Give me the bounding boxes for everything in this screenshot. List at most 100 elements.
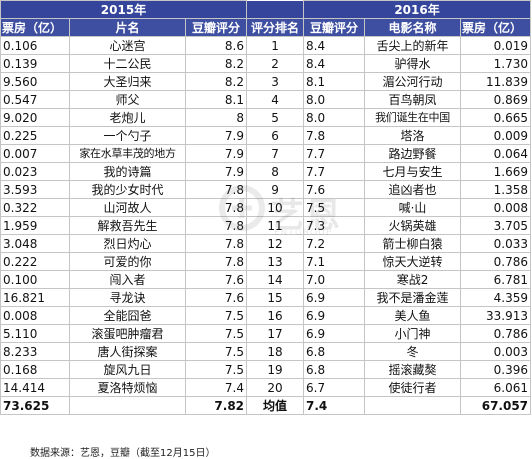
box-office-2016-cell: 1.358	[460, 180, 532, 199]
rank-cell: 3	[246, 72, 305, 91]
rank-cell: 12	[246, 234, 305, 253]
table-row: 3.593 我的少女时代 7.8 9 7.6 追凶者也 1.358	[0, 180, 532, 199]
title-2015-cell: 大圣归来	[69, 72, 186, 91]
rank-cell: 19	[246, 360, 305, 379]
title-2016-cell: 我不是潘金莲	[364, 288, 462, 307]
column-header-row: 票房（亿） 片名 豆瓣评分 评分排名 豆瓣评分 电影名称 票房（亿）	[0, 18, 532, 37]
score-2015-cell: 7.9	[184, 126, 248, 145]
score-2016-cell: 7.8	[303, 126, 366, 145]
score-2016-cell: 7.7	[303, 144, 366, 163]
title-2015-cell: 一个勺子	[69, 126, 186, 145]
title-2016-cell: 火锅英雄	[364, 216, 462, 235]
rank-cell: 16	[246, 306, 305, 325]
year-2015-header: 2015年	[0, 0, 248, 19]
table-row: 0.106 心迷宫 8.6 1 8.4 舌尖上的新年 0.019	[0, 36, 532, 55]
title-2016-cell: 驴得水	[364, 54, 462, 73]
title-2015-cell: 旋风九日	[69, 360, 186, 379]
score-2016-cell: 7.1	[303, 252, 366, 271]
col-header-score-2015: 豆瓣评分	[184, 18, 248, 37]
title-2015-cell: 闯入者	[69, 270, 186, 289]
table-row: 0.225 一个勺子 7.9 6 7.8 塔洛 0.009	[0, 126, 532, 145]
totals-row: 73.625 7.82 均值 7.4 67.057	[0, 396, 532, 415]
total-box-office-2016: 67.057	[460, 396, 532, 415]
col-header-box-office-2015: 票房（亿）	[0, 18, 70, 37]
rank-cell: 11	[246, 216, 305, 235]
table-row: 0.547 师父 8.1 4 8.0 百鸟朝凤 0.869	[0, 90, 532, 109]
title-2015-cell: 山河故人	[69, 198, 186, 217]
score-2015-cell: 7.5	[184, 324, 248, 343]
box-office-2015-cell: 0.100	[0, 270, 70, 289]
rank-cell: 4	[246, 90, 305, 109]
title-2015-cell: 可爱的你	[69, 252, 186, 271]
title-2016-cell: 惊天大逆转	[364, 252, 462, 271]
score-2015-cell: 7.5	[184, 342, 248, 361]
title-2016-cell: 冬	[364, 342, 462, 361]
title-2016-cell: 摇滚藏獒	[364, 360, 462, 379]
score-2016-cell: 6.8	[303, 360, 366, 379]
box-office-2016-cell: 11.839	[460, 72, 532, 91]
box-office-2016-cell: 6.781	[460, 270, 532, 289]
col-header-title-2015: 片名	[69, 18, 186, 37]
box-office-2015-cell: 3.593	[0, 180, 70, 199]
rank-cell: 14	[246, 270, 305, 289]
total-box-office-2015: 73.625	[0, 396, 70, 415]
table-row: 0.322 山河故人 7.8 10 7.5 喊·山 0.008	[0, 198, 532, 217]
score-2015-cell: 7.8	[184, 252, 248, 271]
score-2016-cell: 7.0	[303, 270, 366, 289]
rank-cell: 17	[246, 324, 305, 343]
title-2015-cell: 滚蛋吧肿瘤君	[69, 324, 186, 343]
title-2015-cell: 夏洛特烦恼	[69, 378, 186, 397]
table-row: 0.007 家在水草丰茂的地方 7.9 7 7.7 路边野餐 0.064	[0, 144, 532, 163]
average-score-2016: 7.4	[303, 396, 366, 415]
title-2015-cell: 心迷宫	[69, 36, 186, 55]
table-row: 8.233 唐人街探案 7.5 18 6.8 冬 0.003	[0, 342, 532, 361]
title-2016-cell: 使徒行者	[364, 378, 462, 397]
box-office-2015-cell: 0.547	[0, 90, 70, 109]
score-2015-cell: 7.6	[184, 288, 248, 307]
box-office-2015-cell: 0.008	[0, 306, 70, 325]
score-2016-cell: 7.6	[303, 180, 366, 199]
title-2016-cell: 喊·山	[364, 198, 462, 217]
score-2015-cell: 8.6	[184, 36, 248, 55]
average-label: 均值	[246, 396, 305, 415]
title-2015-cell: 全能囧爸	[69, 306, 186, 325]
rank-cell: 8	[246, 162, 305, 181]
comparison-table: 2015年 2016年 票房（亿） 片名 豆瓣评分 评分排名 豆瓣评分 电影名称…	[0, 0, 532, 415]
box-office-2015-cell: 0.222	[0, 252, 70, 271]
score-2016-cell: 6.9	[303, 288, 366, 307]
rank-cell: 9	[246, 180, 305, 199]
box-office-2016-cell: 0.008	[460, 198, 532, 217]
box-office-2015-cell: 0.322	[0, 198, 70, 217]
table-row: 3.048 烈日灼心 7.8 12 7.2 箭士柳白猿 0.033	[0, 234, 532, 253]
score-2015-cell: 7.5	[184, 306, 248, 325]
title-2015-cell: 十二公民	[69, 54, 186, 73]
score-2015-cell: 7.4	[184, 378, 248, 397]
box-office-2015-cell: 14.414	[0, 378, 70, 397]
box-office-2015-cell: 9.020	[0, 108, 70, 127]
score-2015-cell: 8.2	[184, 54, 248, 73]
title-2016-cell: 箭士柳白猿	[364, 234, 462, 253]
table-row: 5.110 滚蛋吧肿瘤君 7.5 17 6.9 小门神 0.786	[0, 324, 532, 343]
score-2016-cell: 7.5	[303, 198, 366, 217]
table-row: 0.100 闯入者 7.6 14 7.0 寒战2 6.781	[0, 270, 532, 289]
box-office-2016-cell: 6.061	[460, 378, 532, 397]
score-2016-cell: 8.4	[303, 36, 366, 55]
col-header-rank: 评分排名	[246, 18, 305, 37]
box-office-2016-cell: 0.869	[460, 90, 532, 109]
score-2015-cell: 8	[184, 108, 248, 127]
score-2015-cell: 7.8	[184, 216, 248, 235]
year-2016-header: 2016年	[303, 0, 532, 19]
table-row: 0.139 十二公民 8.2 2 8.4 驴得水 1.730	[0, 54, 532, 73]
box-office-2015-cell: 0.225	[0, 126, 70, 145]
box-office-2015-cell: 16.821	[0, 288, 70, 307]
title-2016-cell: 我们诞生在中国	[364, 108, 462, 127]
box-office-2016-cell: 0.019	[460, 36, 532, 55]
table-row: 0.168 旋风九日 7.5 19 6.8 摇滚藏獒 0.396	[0, 360, 532, 379]
box-office-2016-cell: 0.786	[460, 324, 532, 343]
title-2015-cell: 老炮儿	[69, 108, 186, 127]
table-row: 0.023 我的诗篇 7.9 8 7.7 七月与安生 1.669	[0, 162, 532, 181]
table-body: 0.106 心迷宫 8.6 1 8.4 舌尖上的新年 0.019 0.139 十二公民 8.2 2 8…	[0, 36, 532, 397]
table-row: 9.020 老炮儿 8 5 8.0 我们诞生在中国 0.665	[0, 108, 532, 127]
title-2016-cell: 湄公河行动	[364, 72, 462, 91]
